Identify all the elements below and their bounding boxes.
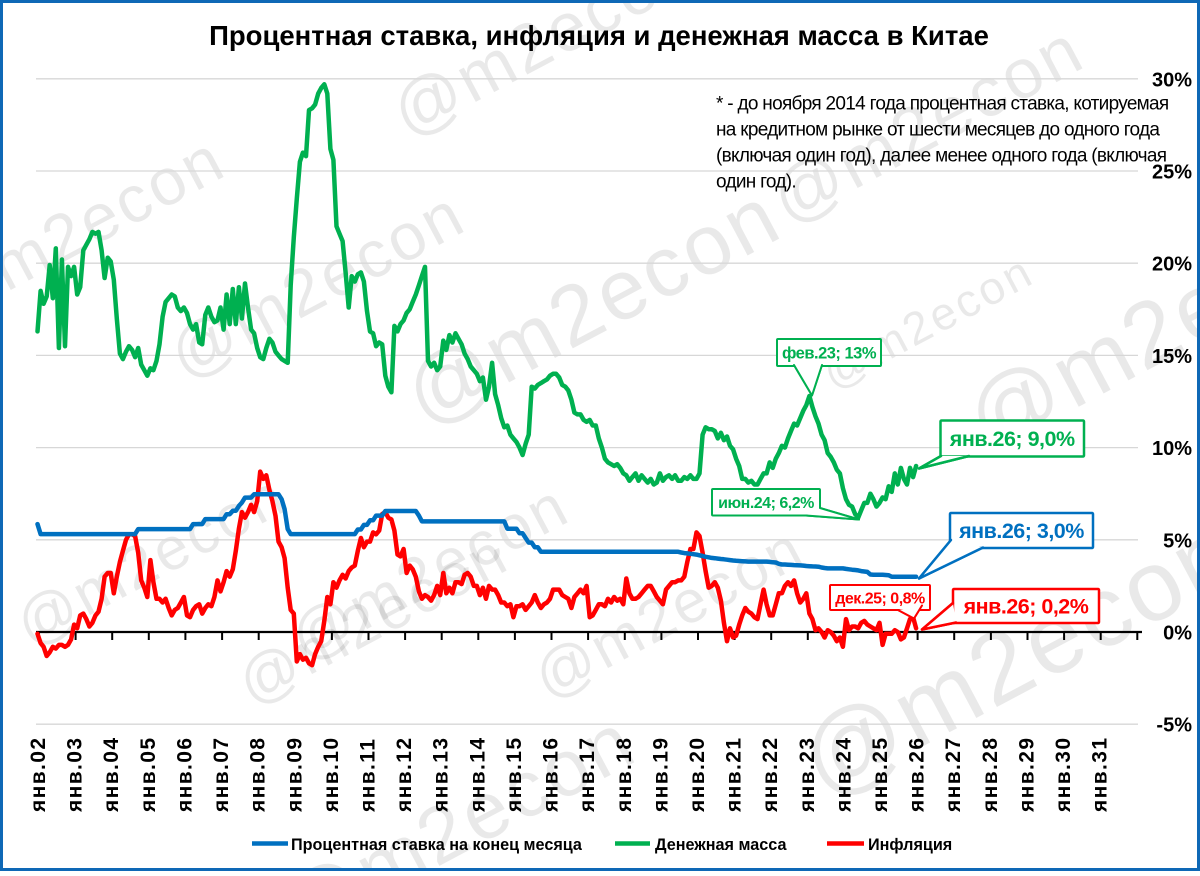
svg-text:янв.31: янв.31 <box>1089 737 1112 813</box>
svg-text:янв.07: янв.07 <box>210 737 233 813</box>
svg-text:янв.02: янв.02 <box>27 737 50 813</box>
svg-text:Денежная масса: Денежная масса <box>655 836 787 854</box>
svg-text:янв.14: янв.14 <box>466 737 489 813</box>
svg-text:янв.29: янв.29 <box>1016 737 1039 813</box>
svg-text:янв.21: янв.21 <box>723 737 746 813</box>
svg-text:янв.12: янв.12 <box>393 737 416 813</box>
svg-text:янв.19: янв.19 <box>649 737 672 813</box>
svg-text:янв.24: янв.24 <box>832 737 855 813</box>
svg-text:фев.23; 13%: фев.23; 13% <box>782 344 877 362</box>
svg-text:(включая один год), далее мене: (включая один год), далее менее одного г… <box>716 146 1166 167</box>
svg-text:один год).: один год). <box>716 172 796 193</box>
svg-text:янв.25: янв.25 <box>869 737 892 813</box>
svg-text:-5%: -5% <box>1156 715 1192 737</box>
svg-text:янв.23: янв.23 <box>796 737 819 813</box>
svg-text:янв.06: янв.06 <box>173 737 196 813</box>
svg-text:янв.20: янв.20 <box>686 737 709 813</box>
svg-text:янв.05: янв.05 <box>137 737 160 813</box>
svg-text:янв.15: янв.15 <box>503 737 526 813</box>
svg-text:янв.16: янв.16 <box>540 737 563 813</box>
svg-text:янв.27: янв.27 <box>942 737 965 813</box>
svg-text:янв.22: янв.22 <box>759 737 782 813</box>
svg-text:янв.28: янв.28 <box>979 737 1002 813</box>
svg-text:Процентная ставка на конец мес: Процентная ставка на конец месяца <box>291 836 583 854</box>
svg-text:янв.26: янв.26 <box>906 737 929 813</box>
svg-text:на кредитном рынке от шести ме: на кредитном рынке от шести месяцев до о… <box>716 120 1160 141</box>
svg-text:20%: 20% <box>1152 254 1192 276</box>
svg-text:Процентная ставка, инфляция и: Процентная ставка, инфляция и денежная м… <box>209 20 989 51</box>
svg-text:янв.18: янв.18 <box>613 737 636 813</box>
svg-text:* - до ноября 2014 года процен: * - до ноября 2014 года процентная ставк… <box>716 94 1169 115</box>
svg-text:янв.11: янв.11 <box>357 738 380 813</box>
svg-text:янв.09: янв.09 <box>283 737 306 813</box>
svg-text:янв.03: янв.03 <box>64 737 87 813</box>
svg-text:янв.26; 9,0%: янв.26; 9,0% <box>949 427 1075 451</box>
svg-text:5%: 5% <box>1163 530 1192 552</box>
svg-text:25%: 25% <box>1152 162 1192 184</box>
svg-text:дек.25; 0,8%: дек.25; 0,8% <box>835 590 925 607</box>
svg-text:янв.26; 3,0%: янв.26; 3,0% <box>958 519 1084 543</box>
svg-text:0%: 0% <box>1163 623 1192 645</box>
svg-text:Инфляция: Инфляция <box>868 836 952 854</box>
svg-text:янв.26; 0,2%: янв.26; 0,2% <box>963 595 1089 619</box>
svg-text:10%: 10% <box>1152 438 1192 460</box>
svg-text:июн.24; 6,2%: июн.24; 6,2% <box>718 495 814 512</box>
svg-text:янв.04: янв.04 <box>100 737 123 813</box>
svg-text:янв.30: янв.30 <box>1052 737 1075 813</box>
svg-text:30%: 30% <box>1152 69 1192 91</box>
svg-text:15%: 15% <box>1152 346 1192 368</box>
svg-text:янв.10: янв.10 <box>320 737 343 813</box>
svg-text:янв.08: янв.08 <box>247 737 270 813</box>
svg-text:янв.13: янв.13 <box>430 737 453 813</box>
svg-text:янв.17: янв.17 <box>576 737 599 813</box>
